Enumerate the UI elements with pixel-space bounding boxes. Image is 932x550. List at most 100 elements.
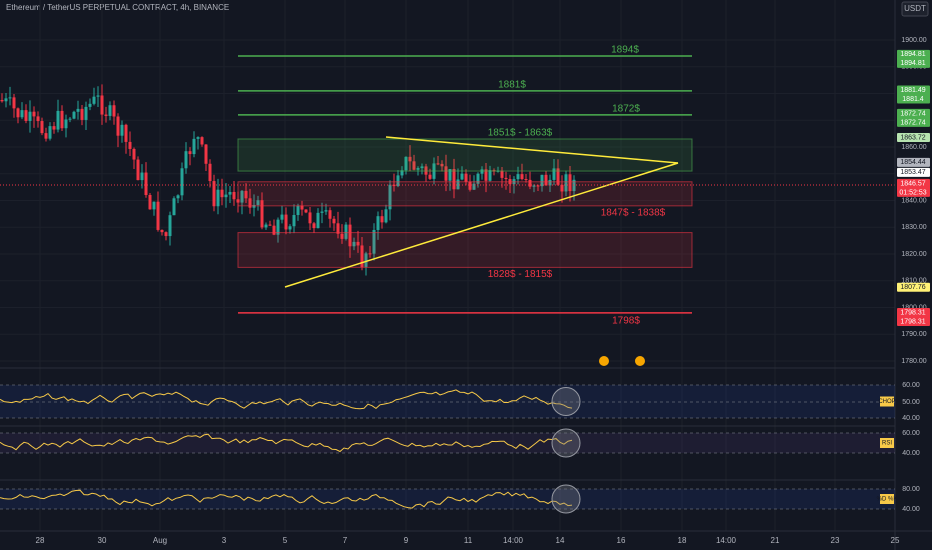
indicator-line	[0, 389, 573, 410]
candle-body	[548, 179, 552, 186]
candle-body	[460, 173, 464, 180]
indicator-tick-label: 40.00	[902, 415, 920, 422]
candle-body	[16, 108, 20, 118]
indicator-line	[0, 489, 573, 509]
indicator-tick-label: 50.00	[902, 399, 920, 406]
candle-body	[360, 245, 364, 267]
candle-body	[376, 216, 380, 230]
candle-body	[436, 163, 440, 165]
candle-body	[40, 121, 44, 134]
highlight	[551, 428, 581, 458]
price-tick-label: 1790.00	[901, 331, 926, 338]
time-label: 3	[222, 536, 227, 545]
candle-body	[36, 116, 40, 122]
candle-body	[88, 103, 92, 107]
candle-body	[104, 114, 108, 116]
candle-body	[12, 97, 16, 109]
candle-body	[208, 163, 212, 182]
candle-body	[336, 223, 340, 234]
price-tick-label: 1810.00	[901, 278, 926, 285]
candle-body	[24, 110, 28, 121]
candle-body	[408, 156, 412, 162]
candle-body	[164, 232, 168, 237]
level-label: 1872$	[612, 104, 640, 115]
candle-body	[264, 224, 268, 228]
price-tick-label: 1830.00	[901, 224, 926, 231]
zone	[237, 232, 693, 268]
time-label: 11	[464, 536, 473, 545]
candle-body	[292, 215, 296, 227]
indicator-tick-label: 60.00	[902, 382, 920, 389]
price-tag	[897, 308, 930, 327]
candle-body	[468, 181, 472, 190]
candle-body	[72, 111, 76, 119]
indicator-name: %D %K	[877, 497, 898, 503]
candle-body	[320, 211, 324, 213]
price-tag-label: 1853.47	[900, 169, 925, 176]
candle-body	[300, 205, 304, 210]
candle-body	[428, 174, 432, 179]
candle-body	[552, 168, 556, 180]
candle-body	[204, 144, 208, 164]
candle-body	[456, 179, 460, 190]
indicator-tag	[880, 494, 894, 504]
price-tag-label: 1854.44	[900, 159, 925, 166]
candle-body	[20, 110, 24, 118]
candle-body	[344, 224, 348, 239]
indicator-band	[0, 489, 895, 509]
candle-body	[268, 224, 272, 226]
zone-label: 1847$ - 1838$	[601, 207, 666, 218]
price-tag	[897, 108, 930, 127]
candle-body	[332, 218, 336, 224]
candle-body	[160, 229, 164, 233]
candle-body	[52, 126, 56, 130]
indicator-tick-label: 60.00	[902, 430, 920, 437]
candle-body	[284, 214, 288, 230]
time-label: 21	[771, 536, 780, 545]
candle-body	[364, 253, 368, 267]
price-tick-label: 1780.00	[901, 358, 926, 365]
candle-body	[176, 195, 180, 199]
time-label: 23	[831, 536, 840, 545]
candle-body	[188, 151, 192, 155]
time-label: 5	[283, 536, 288, 545]
candle-body	[140, 172, 144, 181]
candle-body	[356, 241, 360, 246]
candle-body	[452, 169, 456, 190]
candle-body	[68, 118, 72, 120]
candle-body	[400, 170, 404, 176]
price-tag	[897, 133, 930, 143]
candle-body	[228, 191, 232, 195]
candle-body	[132, 148, 136, 160]
candle-body	[156, 201, 160, 230]
candle-body	[308, 212, 312, 224]
candle-body	[96, 95, 100, 97]
candle-body	[424, 166, 428, 175]
candle-body	[116, 116, 120, 136]
time-label: Aug	[153, 536, 167, 545]
price-tag-label: 1894.81	[900, 60, 925, 67]
time-label: 18	[678, 536, 687, 545]
candle-body	[172, 198, 176, 216]
candle-body	[556, 168, 560, 185]
time-label: 14:00	[503, 536, 524, 545]
candle-body	[168, 215, 172, 237]
currency[interactable]: USDT	[904, 4, 926, 13]
candle-body	[272, 225, 276, 235]
candle-body	[568, 174, 572, 192]
candle-body	[108, 105, 112, 116]
indicator-tag	[880, 396, 894, 407]
price-tick-label: 1840.00	[901, 197, 926, 204]
indicator-tag	[880, 438, 894, 448]
currency-button[interactable]	[901, 1, 929, 17]
candle-body	[388, 184, 392, 210]
candle-body	[124, 124, 128, 142]
candle-body	[64, 119, 68, 129]
candle-body	[260, 200, 264, 228]
candle-body	[28, 111, 32, 121]
candle-body	[372, 229, 376, 254]
candle-body	[144, 172, 148, 195]
candle-body	[136, 159, 140, 181]
